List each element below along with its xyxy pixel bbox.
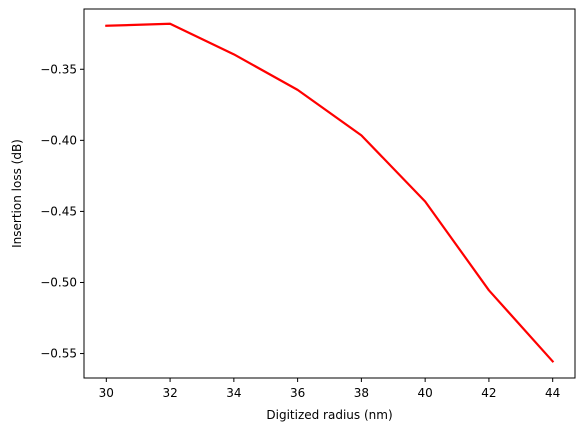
x-tick-label: 32 <box>162 386 177 400</box>
x-tick-label: 44 <box>545 386 560 400</box>
y-tick-label: −0.50 <box>40 275 77 289</box>
x-tick-label: 38 <box>354 386 369 400</box>
x-axis-ticks: 30 32 34 36 38 40 42 44 <box>99 378 560 400</box>
plot-frame <box>83 8 576 379</box>
x-tick-label: 34 <box>226 386 241 400</box>
x-tick-label: 36 <box>290 386 305 400</box>
y-axis-label: Insertion loss (dB) <box>10 139 24 248</box>
plot-area <box>83 8 576 379</box>
y-tick-label: −0.40 <box>40 133 77 147</box>
y-axis-ticks: −0.35 −0.40 −0.45 −0.50 −0.55 <box>40 62 84 361</box>
x-tick-label: 42 <box>481 386 496 400</box>
series-line-0 <box>105 22 555 363</box>
x-tick-label: 40 <box>418 386 433 400</box>
y-tick-label: −0.45 <box>40 204 77 218</box>
series-layer <box>105 22 555 363</box>
x-axis-label: Digitized radius (nm) <box>266 408 392 422</box>
x-tick-label: 30 <box>99 386 114 400</box>
y-tick-label: −0.55 <box>40 347 77 361</box>
y-tick-label: −0.35 <box>40 62 77 76</box>
